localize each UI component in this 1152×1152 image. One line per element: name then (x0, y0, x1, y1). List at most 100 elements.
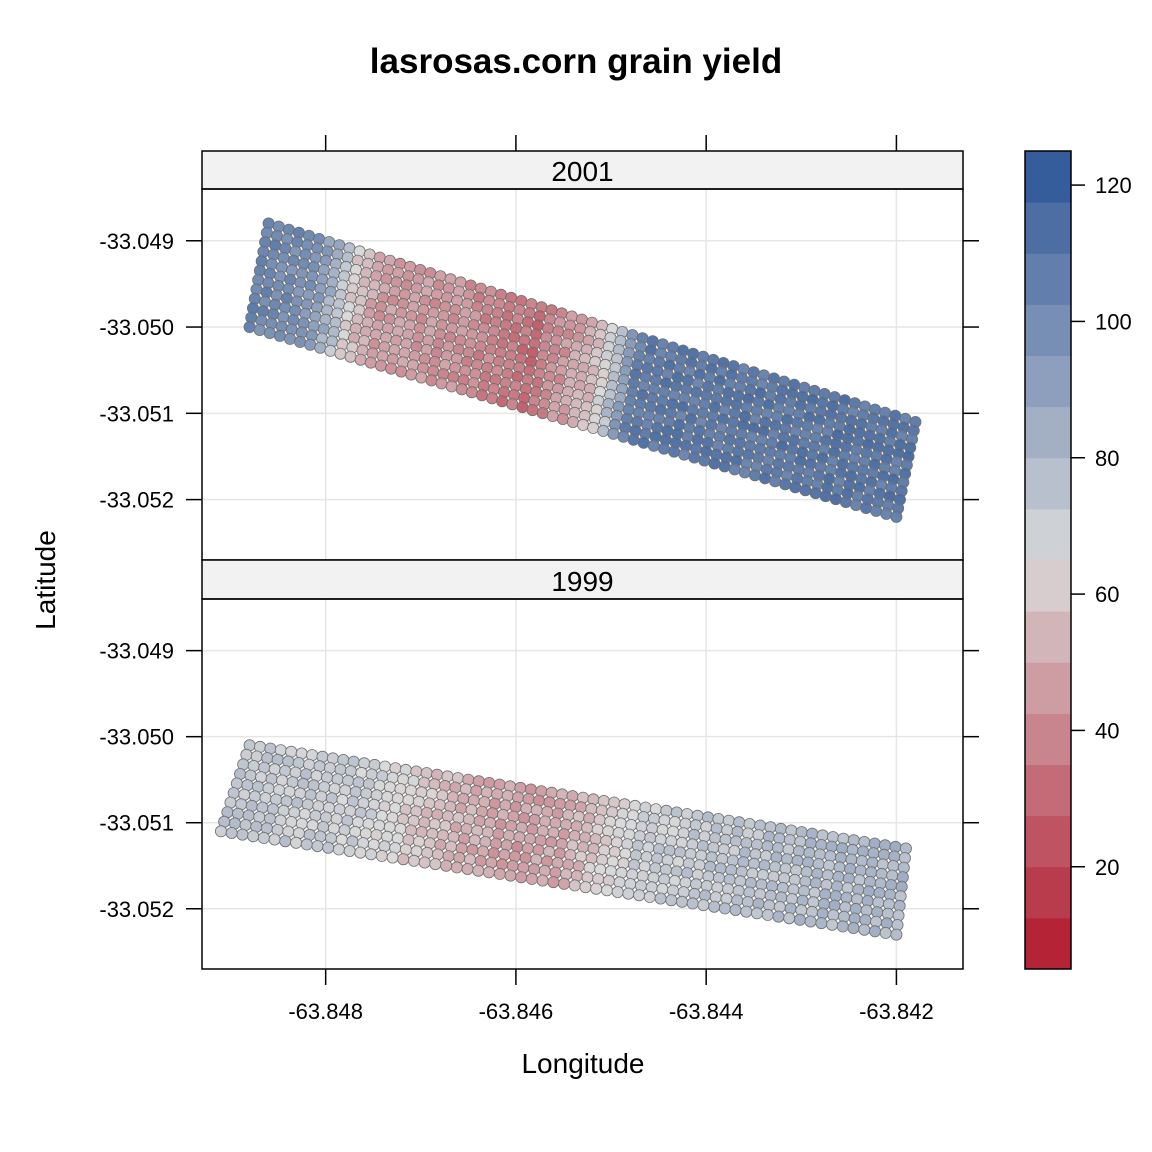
data-point (637, 436, 650, 449)
data-point (304, 338, 317, 351)
data-point (769, 475, 782, 488)
data-point (395, 365, 408, 378)
data-point (718, 460, 731, 473)
data-point (324, 344, 337, 357)
points-1999 (214, 739, 912, 941)
data-point (343, 845, 356, 858)
data-point (263, 326, 276, 339)
data-point (847, 922, 860, 935)
colorkey-band (1025, 611, 1071, 663)
data-point (748, 469, 761, 482)
data-point (375, 849, 388, 862)
data-point (429, 858, 442, 871)
data-point (257, 831, 270, 844)
points-2001 (243, 217, 922, 523)
data-point (516, 401, 529, 414)
data-point (779, 478, 792, 491)
data-point (665, 894, 678, 907)
data-point (322, 841, 335, 854)
data-point (688, 451, 701, 464)
data-point (418, 856, 431, 869)
y-tick-label: -33.051 (99, 811, 174, 836)
colorkey-tick-label: 100 (1095, 309, 1132, 334)
strip-1999 (201, 559, 964, 600)
panel-1999: 1999 -33.049 -33.050 -33.051 -33.052 (99, 559, 979, 970)
colorkey-tick-label: 20 (1095, 855, 1119, 880)
data-point (783, 912, 796, 925)
data-point (590, 882, 603, 895)
data-point (890, 928, 903, 941)
x-tick-label: -63.842 (859, 999, 934, 1024)
data-point (759, 472, 772, 485)
data-point (826, 918, 839, 931)
data-point (472, 864, 485, 877)
data-point (225, 827, 238, 840)
data-point (761, 908, 774, 921)
data-point (314, 341, 327, 354)
data-point (579, 881, 592, 894)
colorkey-band (1025, 202, 1071, 254)
y-tick-label: -33.049 (99, 229, 174, 254)
data-point (214, 825, 227, 838)
data-point (455, 383, 468, 396)
x-axis: -63.848 -63.846 -63.844 -63.842 (288, 135, 934, 1024)
data-point (697, 899, 710, 912)
data-point (698, 454, 711, 467)
colorkey-band (1025, 662, 1071, 714)
data-point (804, 915, 817, 928)
data-point (496, 395, 509, 408)
data-point (751, 907, 764, 920)
data-point (290, 836, 303, 849)
data-point (243, 320, 256, 333)
data-point (415, 371, 428, 384)
data-point (839, 495, 852, 508)
data-point (407, 854, 420, 867)
data-point (829, 493, 842, 506)
data-point (253, 323, 266, 336)
data-point (718, 902, 731, 915)
data-point (354, 353, 367, 366)
colorkey-tick-label: 120 (1095, 173, 1132, 198)
data-point (728, 463, 741, 476)
colorkey-band (1025, 457, 1071, 510)
data-point (678, 448, 691, 461)
y-axis-label: Latitude (30, 530, 61, 630)
data-point (465, 386, 478, 399)
colorkey-band (1025, 406, 1071, 459)
data-point (482, 866, 495, 879)
colorkey-frame (1024, 150, 1072, 970)
y-tick-label: -33.052 (99, 897, 174, 922)
data-point (858, 923, 871, 936)
data-point (273, 329, 286, 342)
data-point (607, 427, 620, 440)
data-point (300, 838, 313, 851)
data-point (344, 350, 357, 363)
data-point (558, 877, 571, 890)
data-point (601, 884, 614, 897)
colorkey-tick-label: 40 (1095, 718, 1119, 743)
data-point (643, 890, 656, 903)
data-point (869, 925, 882, 938)
data-point (546, 409, 559, 422)
data-point (658, 442, 671, 455)
data-point (597, 424, 610, 437)
data-point (740, 905, 753, 918)
colorkey-band (1025, 815, 1071, 868)
data-point (793, 913, 806, 926)
x-tick-label: -63.848 (288, 999, 363, 1024)
colorkey-band (1025, 304, 1071, 356)
data-point (374, 359, 387, 372)
data-point (568, 879, 581, 892)
data-point (425, 374, 438, 387)
data-point (332, 843, 345, 856)
data-point (445, 380, 458, 393)
data-point (236, 828, 249, 841)
data-point (577, 418, 590, 431)
strip-2001 (201, 150, 964, 190)
data-point (247, 830, 260, 843)
panel-frame (201, 598, 964, 970)
data-point (617, 430, 630, 443)
chart-title: lasrosas.corn grain yield (370, 42, 782, 81)
panels-layer: 2001 -33.049 -33.050 -33.051 -33.052 1999 -33.… (99, 135, 979, 1024)
